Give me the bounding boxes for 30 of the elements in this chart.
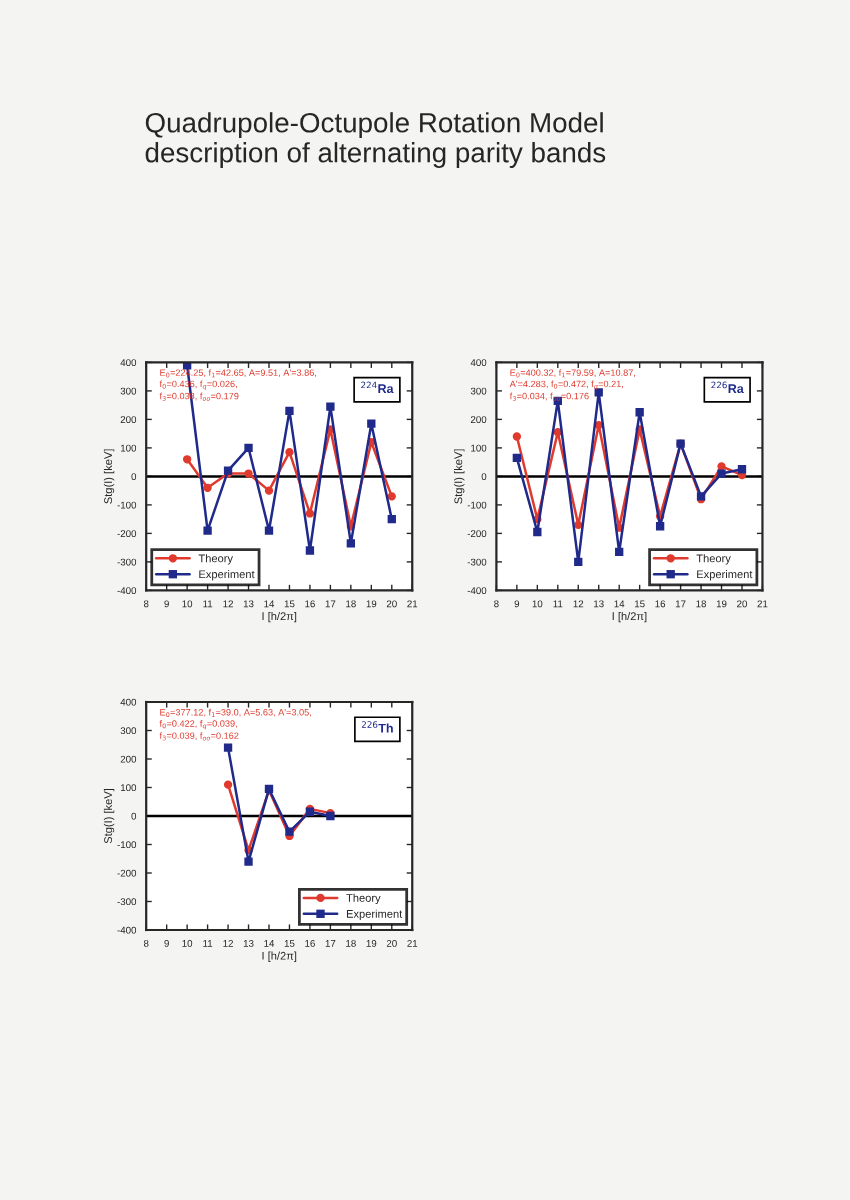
point: [574, 557, 583, 567]
point: [305, 546, 315, 555]
point: [285, 406, 294, 416]
point: [655, 522, 665, 531]
point: [305, 509, 315, 518]
point: [346, 539, 356, 548]
point: [223, 743, 233, 752]
chart-title: Quadrupole-Octupole Rotation Model description of alternating parity bands: [145, 112, 606, 168]
point: [264, 486, 274, 495]
point: [717, 469, 726, 478]
point: [223, 780, 233, 789]
point: [737, 465, 747, 474]
point: [285, 827, 294, 836]
point: [387, 492, 396, 501]
point: [285, 448, 294, 457]
point: [182, 455, 192, 464]
point: [533, 527, 542, 537]
point: [264, 526, 274, 535]
point: [326, 402, 335, 411]
point: [615, 547, 624, 557]
point: [512, 453, 522, 463]
point: [244, 443, 253, 453]
point: [512, 432, 522, 441]
point: [244, 857, 253, 866]
point: [203, 526, 212, 535]
point: [387, 514, 396, 524]
point: [203, 483, 212, 492]
point: [367, 419, 376, 428]
point: [244, 469, 253, 478]
point: [635, 408, 644, 417]
